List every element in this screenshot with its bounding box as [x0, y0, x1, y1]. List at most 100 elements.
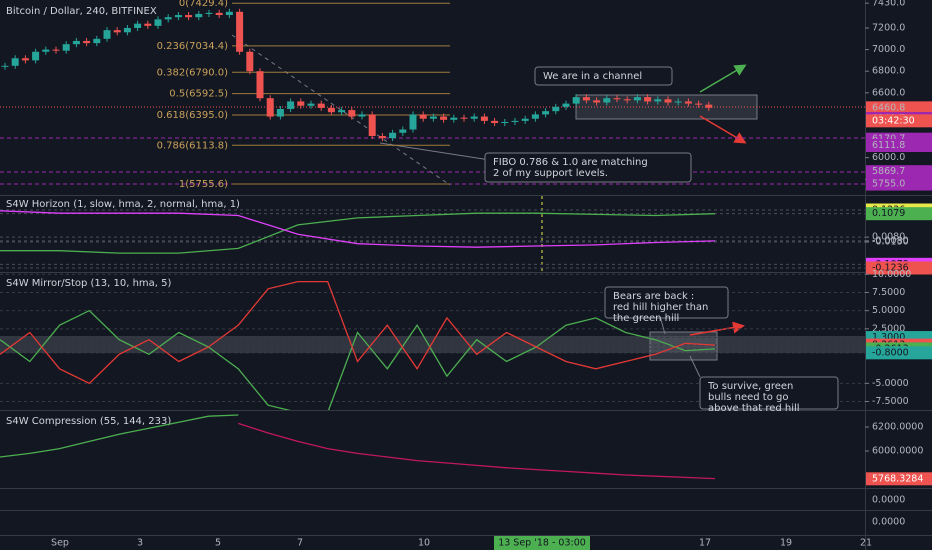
note-text: To survive, green [707, 381, 793, 392]
candle [93, 38, 101, 44]
candle [552, 106, 560, 112]
candle [62, 44, 70, 51]
candle [644, 97, 652, 102]
candle [205, 12, 213, 14]
axis-label: 6000.0 [872, 152, 905, 163]
axis-label: 5768.3284 [872, 473, 923, 484]
note-text: Bears are back : [613, 291, 694, 302]
fib-label: 1(5755.6) [179, 179, 228, 190]
candle [654, 99, 662, 102]
candle [603, 98, 611, 103]
hill-box [649, 331, 718, 361]
candle [348, 110, 356, 117]
axis-label: 5869.7 [872, 166, 905, 177]
candle [664, 99, 672, 103]
axis-badge [866, 177, 932, 191]
countdown-badge [866, 114, 932, 128]
note-box [484, 152, 692, 183]
candle [389, 132, 397, 139]
red-arrow [689, 321, 745, 336]
candle [440, 116, 448, 120]
indicator-line [0, 414, 239, 458]
indicator-line [0, 210, 716, 248]
candle [511, 120, 519, 122]
candle [633, 97, 641, 101]
fib-label: 0.618(6395.0) [157, 110, 229, 121]
time-label: 3 [137, 538, 143, 549]
chart-title: Bitcoin / Dollar, 240, BITFINEX [6, 6, 157, 17]
candle [144, 23, 152, 26]
candle [501, 121, 509, 124]
candle [164, 17, 172, 20]
pane [0, 414, 716, 480]
axis-label: 10.0000 [872, 269, 911, 280]
candle [562, 103, 570, 107]
pane [0, 273, 865, 410]
axis-label: -0.1236 [872, 262, 909, 273]
note-text: the green hill [613, 313, 679, 324]
axis-label: 6460.8 [872, 102, 905, 113]
note-box [699, 376, 839, 410]
candle [103, 30, 111, 39]
callout-line [689, 355, 701, 378]
candle [470, 116, 478, 119]
candle [256, 71, 264, 99]
candle [174, 15, 182, 18]
axis-label: 0.0000 [872, 517, 905, 528]
callout-line [659, 315, 666, 335]
candle [236, 11, 244, 52]
candle [21, 58, 29, 61]
axis-label: 6600.0 [872, 87, 905, 98]
candle [276, 109, 284, 117]
candle [521, 118, 529, 121]
candle [623, 99, 631, 101]
axis-badge [866, 261, 932, 275]
candle [154, 19, 162, 26]
axis-label: 1.3000 [872, 332, 905, 343]
axis-label: 5.0000 [872, 305, 905, 316]
candle [42, 49, 50, 52]
note-text: above that red hill [708, 403, 800, 414]
candle [705, 104, 713, 108]
candle [83, 40, 91, 44]
candle [113, 30, 121, 33]
candle [368, 114, 376, 136]
up-arrow [699, 64, 747, 93]
pane-title: S4W Horizon (1, slow, hma, 2, normal, hm… [6, 199, 240, 210]
note-box [534, 66, 673, 86]
axis-label: 6200.0000 [872, 422, 923, 433]
candle [419, 114, 427, 119]
candle [297, 101, 305, 106]
candle [409, 114, 417, 130]
candle [674, 101, 682, 103]
pane-title: S4W Compression (55, 144, 233) [6, 416, 171, 427]
fib-label: 0.382(6790.0) [157, 67, 229, 78]
note-text: red hill higher than [613, 302, 708, 313]
axis-label: 7.5000 [872, 287, 905, 298]
axis-label: 7000.0 [872, 44, 905, 55]
candle [185, 15, 193, 18]
candle [613, 98, 621, 100]
axis-label: 6111.8 [872, 140, 905, 151]
candle [287, 101, 295, 109]
candle [72, 40, 80, 45]
fib-label: 0.786(6113.8) [157, 140, 229, 151]
candle [32, 51, 40, 61]
axis-badge [866, 165, 932, 179]
candle [225, 11, 233, 16]
axis-badge [866, 346, 932, 360]
axis-badge [866, 207, 932, 221]
axis-label: -7.5000 [872, 396, 909, 407]
fib-label: 0(7429.4) [179, 0, 228, 9]
time-label: 5 [215, 538, 221, 549]
candle [1, 65, 9, 67]
candle [582, 97, 590, 101]
candle [542, 111, 550, 115]
candle [358, 114, 366, 117]
indicator-line [238, 422, 716, 480]
pane [0, 209, 865, 269]
indicator-line [0, 212, 716, 254]
candle [399, 129, 407, 133]
axis-label: -5.0000 [872, 378, 909, 389]
